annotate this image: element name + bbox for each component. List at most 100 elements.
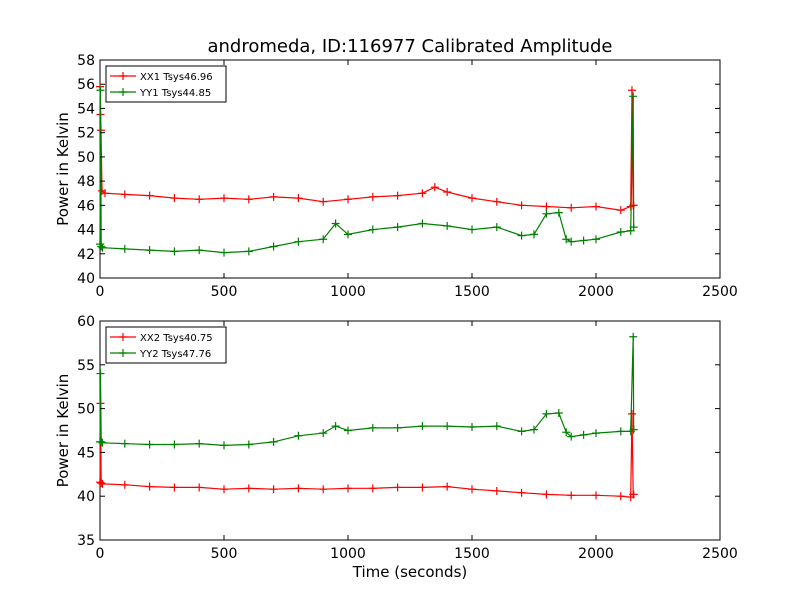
- data-point: [542, 202, 551, 211]
- data-point: [100, 189, 109, 198]
- data-point: [220, 248, 228, 257]
- data-point: [629, 332, 638, 341]
- data-point: [120, 190, 129, 199]
- data-point: [579, 430, 588, 439]
- legend-marker: [119, 72, 127, 80]
- y-tick-label: 48: [77, 174, 95, 190]
- data-point: [418, 422, 427, 431]
- y-tick-label: 50: [77, 150, 95, 166]
- x-tick-label: 1000: [330, 284, 366, 300]
- chart-title: andromeda, ID:116977 Calibrated Amplitud…: [207, 36, 612, 57]
- legend-box: [105, 65, 227, 103]
- data-point: [98, 243, 107, 252]
- top-y-axis-label: Power in Kelvin: [54, 112, 72, 226]
- data-point: [145, 191, 154, 200]
- y-tick-label: 45: [77, 445, 95, 461]
- data-point: [443, 221, 452, 230]
- data-point: [331, 422, 340, 431]
- data-point: [120, 244, 129, 253]
- y-tick-label: 58: [77, 53, 95, 69]
- legend-label: YY1 Tsys44.85: [139, 88, 211, 99]
- legend-marker: [119, 349, 127, 357]
- data-point: [195, 483, 204, 492]
- data-point: [294, 484, 303, 493]
- data-point: [393, 423, 402, 432]
- data-point: [554, 208, 563, 217]
- x-tick-label: 2500: [702, 284, 738, 300]
- legend-marker: [119, 333, 127, 341]
- x-tick-label: 2000: [578, 546, 614, 562]
- x-tick-label: 500: [211, 284, 238, 300]
- data-point: [468, 225, 476, 234]
- data-point: [368, 484, 377, 493]
- data-point: [220, 441, 228, 450]
- y-tick-label: 52: [77, 126, 95, 142]
- data-point: [195, 439, 204, 448]
- data-point: [530, 230, 538, 239]
- data-point: [319, 235, 328, 244]
- data-point: [567, 432, 576, 441]
- x-tick-label: 1000: [330, 546, 366, 562]
- data-point: [562, 428, 571, 437]
- bottom-plot-marks: [96, 332, 638, 502]
- y-tick-label: 42: [77, 247, 95, 263]
- x-tick-label: 2000: [578, 284, 614, 300]
- data-point: [443, 422, 452, 431]
- data-point: [629, 490, 638, 499]
- data-point: [443, 188, 452, 197]
- y-tick-label: 55: [77, 358, 95, 374]
- data-point: [492, 422, 501, 431]
- data-point: [344, 426, 352, 435]
- data-point: [294, 237, 303, 246]
- data-point: [616, 227, 625, 236]
- bottom-y-axis-label: Power in Kelvin: [54, 374, 72, 488]
- y-tick-label: 46: [77, 198, 95, 214]
- data-point: [579, 236, 588, 245]
- data-point: [517, 231, 526, 240]
- data-point: [592, 202, 600, 211]
- top-plot-marks: [96, 82, 638, 257]
- data-point: [567, 203, 576, 212]
- data-point: [170, 483, 179, 492]
- data-point: [562, 235, 571, 244]
- data-point: [627, 409, 636, 418]
- data-point: [418, 219, 427, 228]
- top-axis-ticks: 0 500 1000 1500 2000 2500 40 42 44 46 48 50 52 54 56 58: [77, 53, 738, 300]
- x-tick-label: 0: [96, 284, 105, 300]
- data-point: [368, 423, 377, 432]
- data-point: [554, 408, 563, 417]
- bottom-axis-ticks: 0 500 1000 1500 2000 2500 35 40 45 50 55 60: [77, 314, 738, 562]
- data-point: [468, 194, 476, 203]
- data-point: [170, 247, 179, 256]
- data-point: [629, 425, 638, 434]
- data-point: [393, 223, 402, 232]
- data-point: [393, 483, 402, 492]
- data-point: [542, 209, 551, 218]
- data-point: [244, 440, 253, 449]
- data-point: [530, 425, 538, 434]
- data-point: [430, 183, 439, 192]
- data-point: [145, 482, 154, 491]
- data-point: [627, 86, 636, 95]
- data-point: [592, 235, 600, 244]
- data-point: [616, 427, 625, 436]
- y-tick-label: 44: [77, 223, 95, 239]
- data-point: [331, 219, 340, 228]
- data-point: [145, 246, 154, 255]
- data-point: [629, 223, 638, 232]
- data-point: [443, 482, 452, 491]
- data-point: [629, 92, 638, 101]
- x-tick-label: 1500: [454, 284, 490, 300]
- data-point: [97, 479, 106, 488]
- data-point: [120, 480, 129, 489]
- data-point: [98, 438, 107, 447]
- data-point: [368, 225, 377, 234]
- data-point: [244, 247, 253, 256]
- data-point: [319, 485, 328, 494]
- data-point: [170, 440, 179, 449]
- y-tick-label: 56: [77, 77, 95, 93]
- y-tick-label: 50: [77, 402, 95, 418]
- data-point: [592, 429, 600, 438]
- legend-label: YY2 Tsys47.76: [139, 349, 211, 360]
